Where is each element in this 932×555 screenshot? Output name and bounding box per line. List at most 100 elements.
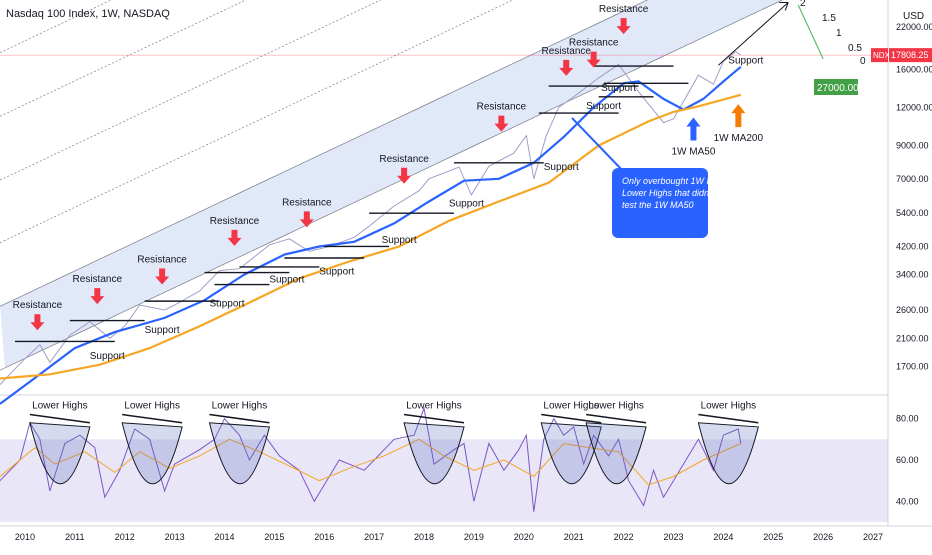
fib-channel-line	[0, 0, 649, 307]
resistance-label: Resistance	[13, 300, 63, 311]
resistance-label: Resistance	[137, 254, 187, 265]
lower-highs-label: Lower Highs	[406, 401, 462, 412]
support-label: Support	[601, 83, 636, 94]
ma200-label: 1W MA200	[714, 133, 764, 144]
rsi-lower-highs-line	[403, 413, 465, 424]
fib-channel-line	[0, 0, 514, 244]
time-axis-label: 2015	[264, 532, 284, 542]
fib-level-label: 0.5	[848, 43, 862, 54]
resistance-arrow-icon	[397, 167, 412, 184]
target-tag	[814, 79, 858, 95]
time-axis-label: 2027	[863, 532, 883, 542]
chart-title: Nasdaq 100 Index, 1W, NASDAQ	[6, 8, 170, 20]
resistance-arrow-icon	[30, 314, 45, 331]
rsi-bowl-shape	[697, 422, 759, 485]
ma50-label: 1W MA50	[671, 147, 715, 158]
price-axis-label: 12000.00	[896, 102, 932, 112]
rsi-lower-highs-line	[541, 413, 602, 424]
resistance-label: Resistance	[541, 46, 591, 57]
lower-highs-label: Lower Highs	[32, 401, 88, 412]
rsi-line	[0, 406, 742, 512]
resistance-label: Resistance	[477, 102, 527, 113]
time-axis-label: 2014	[214, 532, 234, 542]
lower-highs-label: Lower Highs	[124, 401, 180, 412]
fib-level-label: 0	[860, 56, 866, 67]
time-axis-label: 2011	[65, 532, 84, 542]
last-price-label: 17808.25	[891, 50, 929, 60]
support-label: Support	[145, 325, 180, 336]
resistance-arrow-icon	[299, 211, 314, 228]
price-axis-label: 4200.00	[896, 241, 929, 251]
lower-highs-label: Lower Highs	[212, 401, 268, 412]
resistance-arrow-icon	[586, 51, 601, 68]
support-label: Support	[449, 199, 484, 210]
fib-level-label: 1.5	[822, 13, 836, 24]
time-axis-label: 2020	[514, 532, 534, 542]
support-label: Support	[269, 274, 304, 285]
resistance-arrow-icon	[559, 59, 574, 76]
currency-label[interactable]: USD	[903, 11, 925, 22]
time-axis-label: 2025	[763, 532, 783, 542]
resistance-label: Resistance	[379, 154, 429, 165]
ticker-label: NDX	[873, 51, 891, 60]
resistance-arrow-icon	[155, 268, 170, 285]
resistance-label: Resistance	[73, 274, 123, 285]
price-axis-label: 1700.00	[896, 361, 929, 371]
time-axis-label: 2026	[813, 532, 833, 542]
time-axis-label: 2019	[464, 532, 484, 542]
resistance-arrow-icon	[616, 18, 631, 35]
projection-arrow	[718, 2, 789, 66]
resistance-label: Resistance	[282, 197, 332, 208]
price-axis-label: 5400.00	[896, 208, 929, 218]
projection-arrowhead	[779, 1, 789, 11]
time-axis-label: 2021	[564, 532, 584, 542]
price-axis-label: 2100.00	[896, 333, 929, 343]
time-axis-label: 2013	[165, 532, 185, 542]
time-axis-label: 2022	[614, 532, 634, 542]
ma200-arrow-icon	[731, 104, 746, 128]
support-label: Support	[586, 101, 621, 112]
time-axis-label: 2024	[713, 532, 733, 542]
price-axis-label: 22000.00	[896, 22, 932, 32]
support-label: Support	[90, 351, 125, 362]
time-axis-label: 2017	[364, 532, 384, 542]
lower-highs-label: Lower Highs	[701, 401, 757, 412]
last-price-tag	[889, 48, 932, 63]
fib-channel-band	[0, 0, 783, 368]
time-axis-label: 2016	[314, 532, 334, 542]
callout-box	[612, 168, 708, 238]
target-line	[797, 4, 824, 60]
rsi-axis-label: 40.00	[896, 496, 919, 506]
lower-highs-label: Lower Highs	[588, 401, 644, 412]
support-label: Support	[544, 162, 579, 173]
ma50-line	[0, 65, 742, 405]
rsi-axis-label: 60.00	[896, 455, 919, 465]
callout-pointer	[571, 117, 625, 173]
price-axis-label: 7000.00	[896, 174, 929, 184]
resistance-arrow-icon	[90, 288, 105, 305]
rsi-band	[0, 439, 888, 522]
resistance-label: Resistance	[569, 38, 619, 49]
support-label: Support	[319, 267, 354, 278]
fib-level-label: 1	[836, 28, 842, 39]
callout-text: Only overbought 1W RSI Lower Highs that d…	[622, 176, 722, 210]
rsi-bowl-shape	[540, 422, 602, 485]
rsi-lower-highs-line	[586, 413, 647, 424]
rsi-lower-highs-line	[29, 413, 90, 424]
target-label: 27000.00	[817, 83, 859, 94]
ma50-arrow-icon	[686, 117, 701, 141]
rsi-axis-label: 80.00	[896, 414, 919, 424]
price-axis-label: 16000.00	[896, 64, 932, 74]
time-axis-label: 2010	[15, 532, 35, 542]
support-label: Support	[209, 299, 244, 310]
rsi-lower-highs-line	[209, 413, 270, 424]
rsi-bowl-shape	[29, 422, 91, 485]
rsi-lower-highs-line	[698, 413, 759, 424]
resistance-arrow-icon	[494, 115, 509, 132]
rsi-lower-highs-line	[122, 413, 183, 424]
resistance-label: Resistance	[599, 4, 649, 15]
ticker-tag	[871, 48, 888, 63]
fib-level-label: 2	[800, 0, 806, 9]
time-axis-label: 2012	[115, 532, 135, 542]
